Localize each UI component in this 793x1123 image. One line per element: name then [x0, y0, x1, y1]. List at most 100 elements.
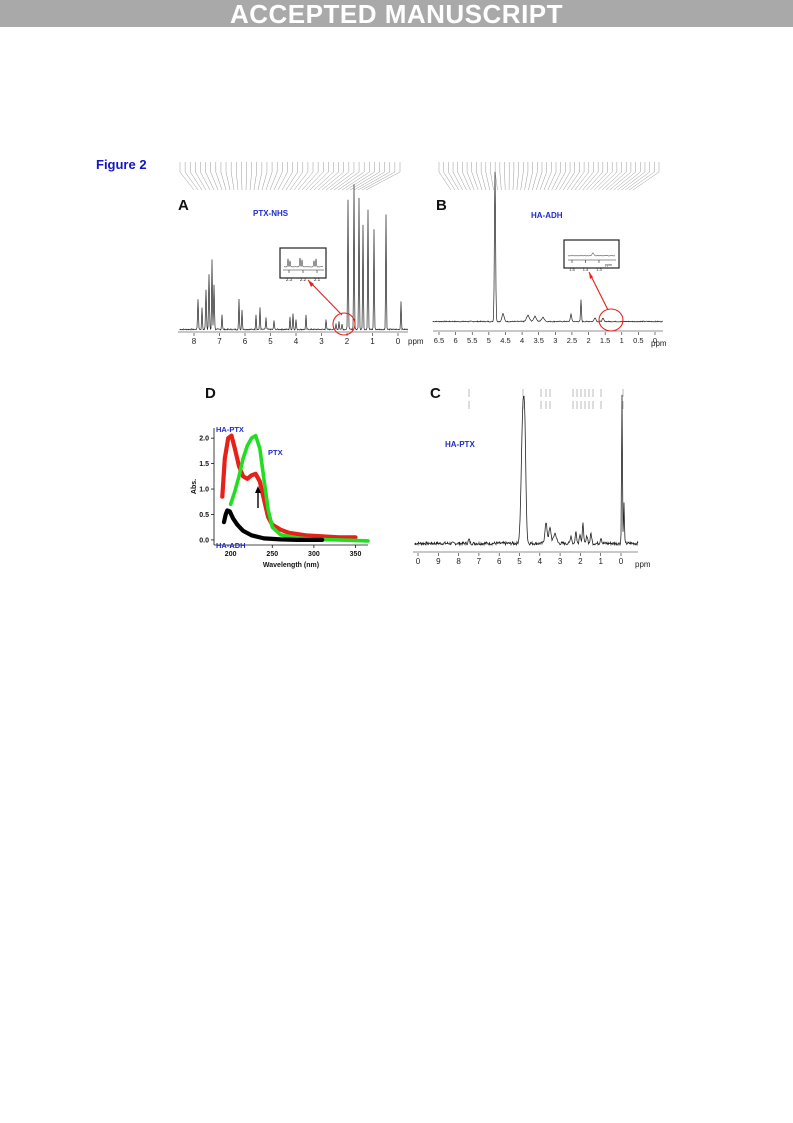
peak-label-line — [341, 171, 370, 191]
x-tick-label: 4 — [520, 336, 524, 345]
peak-label-line — [629, 171, 655, 191]
peak-label-line — [195, 171, 207, 191]
peak-label-line — [452, 171, 463, 191]
peak-label-line — [285, 171, 298, 191]
inset-pointer-arrow — [588, 271, 609, 311]
peak-label-stack — [468, 389, 624, 409]
peak-label-line — [466, 171, 475, 191]
x-tick-label: 0.5 — [633, 336, 643, 345]
spectrum-path — [283, 257, 324, 268]
peak-label-line — [520, 171, 524, 191]
peak-label-line — [293, 171, 309, 191]
x-tick-label: 4 — [538, 557, 543, 566]
peak-label-line — [205, 171, 215, 191]
inset-ticks: 1.5 1.4 1.3 — [569, 260, 603, 272]
peak-label-line — [333, 171, 360, 191]
x-tick-label: 2 — [586, 336, 590, 345]
peak-label-line — [215, 171, 223, 191]
peak-label-line — [625, 171, 650, 191]
peak-label-line — [547, 171, 557, 191]
peak-label-line — [443, 171, 455, 191]
peak-label-line — [559, 171, 571, 191]
inset-pointer-arrow — [307, 279, 343, 316]
x-tick-label: 3.5 — [533, 336, 543, 345]
peak-label-line — [524, 171, 529, 191]
peak-label-line — [563, 171, 575, 191]
peak-label-line — [570, 171, 585, 191]
peak-label-line — [457, 171, 467, 191]
peak-label-line — [329, 171, 355, 191]
peak-label-line — [184, 171, 199, 191]
x-tick-label: 1.5 — [600, 336, 610, 345]
peak-label-line — [613, 171, 636, 191]
peak-label-line — [590, 171, 608, 191]
peak-label-line — [179, 171, 195, 191]
x-tick-label: 6 — [243, 337, 248, 346]
x-tick-label: 5 — [517, 557, 522, 566]
peak-label-line — [532, 171, 538, 191]
x-tick-label: 5 — [268, 337, 273, 346]
arrow-head — [589, 272, 593, 279]
x-tick-label: 1 — [370, 337, 375, 346]
panel-b-label: HA-ADH — [531, 211, 563, 220]
peak-label-line — [605, 171, 627, 191]
peak-label-line — [289, 171, 303, 191]
peak-label-line — [516, 171, 519, 191]
panel-a-spectrum: 8 7 6 5 4 3 2 1 0 ppm 2.3 2.2 2.1 — [178, 162, 424, 346]
x-tick-label: 7 — [217, 337, 222, 346]
peak-label-line — [321, 171, 344, 191]
x-tick-label: 4 — [294, 337, 299, 346]
x-tick-label: 6.5 — [434, 336, 444, 345]
x-tick-label: 0 — [396, 337, 401, 346]
peak-label-line — [200, 171, 211, 191]
x-axis-label: Wavelength (nm) — [263, 562, 319, 569]
spectrum-path — [179, 184, 409, 331]
peak-label-line — [504, 171, 506, 191]
peak-label-line — [313, 171, 334, 191]
inset-trace — [567, 252, 616, 261]
x-tick-label: 0 — [619, 557, 624, 566]
x-tick-label: 2.3 — [286, 277, 293, 282]
peak-label-line — [495, 171, 498, 191]
x-axis-ticks: 8 7 6 5 4 3 2 1 0 — [192, 333, 401, 346]
peak-label-line — [241, 171, 243, 191]
x-tick-label: 2 — [578, 557, 583, 566]
accepted-manuscript-banner: ACCEPTED MANUSCRIPT — [0, 0, 793, 28]
panel-d-uv-chart: 0.0 0.5 1.0 1.5 2.0 200 250 300 350 Wavelength (n… — [191, 425, 370, 569]
inset-box — [563, 239, 620, 269]
peak-label-line — [281, 171, 293, 191]
x-tick-label: 0 — [653, 336, 657, 345]
y-tick-label: 2.0 — [199, 436, 209, 443]
peak-label-line — [301, 171, 319, 191]
x-tick-label: 1.3 — [596, 267, 602, 272]
x-axis-unit: ppm — [408, 337, 424, 346]
peak-label-line — [337, 171, 365, 191]
shoulder-arrow-head — [255, 486, 261, 493]
x-axis-ticks: 0 9 8 7 6 5 4 3 2 1 0 — [416, 553, 624, 566]
peak-label-line — [317, 171, 339, 191]
peak-label-line — [261, 171, 268, 191]
peak-label-line — [574, 171, 589, 191]
peak-label-line — [476, 171, 483, 191]
spectrum-path — [414, 394, 639, 547]
x-tick-label: 2.2 — [300, 277, 307, 282]
spectrum-path — [432, 171, 664, 323]
y-tick-label: 1.0 — [199, 487, 209, 494]
peak-label-line — [609, 171, 632, 191]
y-tick-label: 0.0 — [199, 537, 209, 544]
peak-label-line — [345, 171, 375, 191]
series-ha-adh-line — [221, 508, 325, 542]
x-tick-label: 5 — [487, 336, 491, 345]
spectrum-trace — [432, 171, 664, 323]
panel-a-letter: A — [178, 197, 189, 214]
panel-b-spectrum: 6.5 6 5.5 5 4.5 4 3.5 3 2.5 2 1.5 1 0.5 0 ppm 1.5 1.4 1… — [432, 162, 667, 348]
series-ptx-line — [228, 433, 370, 543]
peak-label-line — [617, 171, 641, 191]
peak-label-line — [543, 171, 552, 191]
peak-label-line — [349, 171, 380, 191]
peak-label-line — [536, 171, 543, 191]
peak-label-line — [598, 171, 617, 191]
peak-label-line — [236, 171, 239, 191]
peak-label-line — [555, 171, 566, 191]
peak-label-line — [586, 171, 603, 191]
